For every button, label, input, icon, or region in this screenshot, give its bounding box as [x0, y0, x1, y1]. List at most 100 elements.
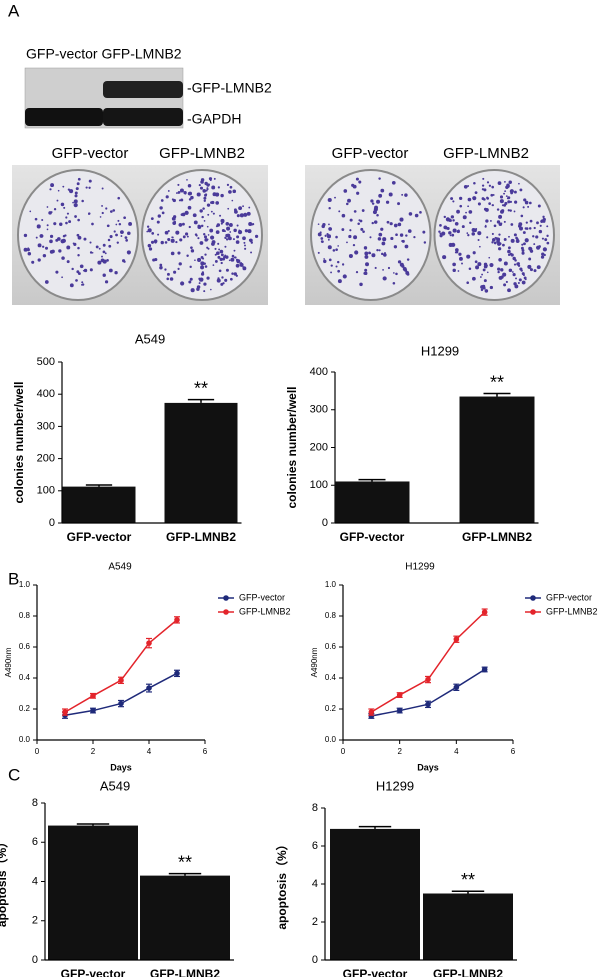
- colony: [98, 247, 101, 250]
- colony: [542, 217, 546, 222]
- colony: [486, 181, 490, 184]
- colony: [88, 186, 91, 189]
- colony: [362, 230, 365, 233]
- colony: [242, 205, 244, 208]
- colony: [157, 233, 160, 236]
- colony: [465, 211, 467, 214]
- colony: [232, 238, 235, 241]
- colony: [546, 225, 549, 228]
- colony: [422, 230, 426, 234]
- colony: [371, 221, 374, 225]
- colony: [524, 278, 527, 281]
- colony: [395, 272, 398, 276]
- colony: [199, 241, 204, 245]
- colony: [212, 264, 215, 267]
- colony: [197, 224, 201, 228]
- colony: [497, 270, 500, 274]
- point: [174, 617, 180, 623]
- colony: [503, 237, 507, 241]
- colony: [475, 265, 480, 270]
- colony: [334, 196, 336, 199]
- y-tick-label: 0: [49, 517, 55, 529]
- colony: [491, 232, 494, 235]
- colony: [56, 199, 59, 202]
- colony: [328, 207, 331, 210]
- colony: [520, 246, 524, 250]
- colony: [219, 249, 224, 254]
- point: [453, 684, 460, 691]
- colony: [206, 225, 209, 228]
- colony: [81, 283, 85, 286]
- colony: [356, 191, 360, 195]
- colony: [527, 205, 530, 208]
- colony: [190, 288, 195, 293]
- colony: [59, 222, 63, 226]
- colony: [448, 231, 452, 235]
- x-tick-label: 2: [91, 747, 96, 756]
- colony: [197, 257, 202, 262]
- colony: [466, 232, 469, 235]
- colony: [443, 215, 446, 219]
- y-tick-label: 2: [32, 915, 38, 927]
- colony: [102, 273, 106, 277]
- colony: [392, 272, 395, 274]
- colony: [524, 200, 529, 205]
- colony: [177, 267, 180, 270]
- colony: [512, 273, 516, 277]
- colony: [216, 223, 221, 227]
- colony: [466, 254, 471, 259]
- panel-label: A: [8, 1, 20, 20]
- colony: [157, 214, 161, 218]
- colony: [101, 187, 104, 190]
- x-tick-label: GFP-vector: [343, 967, 408, 977]
- colony: [377, 237, 382, 241]
- colony: [468, 210, 473, 214]
- colony: [541, 219, 544, 222]
- colony: [513, 233, 517, 237]
- colony: [457, 270, 460, 272]
- colony: [205, 189, 208, 192]
- colony: [500, 268, 504, 272]
- colony: [503, 203, 507, 207]
- point: [146, 640, 152, 646]
- colony: [102, 250, 106, 254]
- colony: [65, 221, 68, 225]
- colony: [79, 264, 84, 269]
- colony: [209, 179, 212, 182]
- colony: [89, 251, 93, 254]
- colony: [523, 198, 527, 202]
- colony: [225, 238, 229, 241]
- colony: [407, 229, 412, 233]
- colony: [488, 202, 491, 205]
- colony: [171, 216, 176, 221]
- colony: [472, 251, 476, 255]
- point: [146, 685, 152, 691]
- colony: [510, 238, 515, 243]
- colony: [473, 181, 476, 185]
- legend-marker: [530, 595, 536, 601]
- significance: **: [194, 378, 208, 398]
- y-tick-label: 0.0: [19, 735, 31, 744]
- y-tick-label: 0.0: [325, 735, 337, 744]
- colony: [397, 202, 401, 206]
- colony: [203, 196, 207, 200]
- colony: [217, 186, 220, 189]
- colony: [248, 221, 253, 227]
- colony: [477, 202, 481, 206]
- colony: [73, 199, 78, 204]
- colony: [324, 234, 327, 237]
- colony: [101, 211, 104, 215]
- colony: [503, 283, 507, 287]
- colony: [467, 184, 470, 187]
- colony: [225, 222, 230, 226]
- colony: [123, 216, 126, 220]
- colony: [505, 195, 508, 198]
- colony: [226, 183, 230, 187]
- blot-band-label: -GFP-LMNB2: [187, 80, 272, 96]
- series-line: [370, 611, 486, 713]
- colony: [72, 201, 74, 204]
- colony: [203, 290, 206, 293]
- x-tick-label: GFP-LMNB2: [433, 967, 503, 977]
- colony: [44, 280, 49, 284]
- colony: [376, 213, 379, 217]
